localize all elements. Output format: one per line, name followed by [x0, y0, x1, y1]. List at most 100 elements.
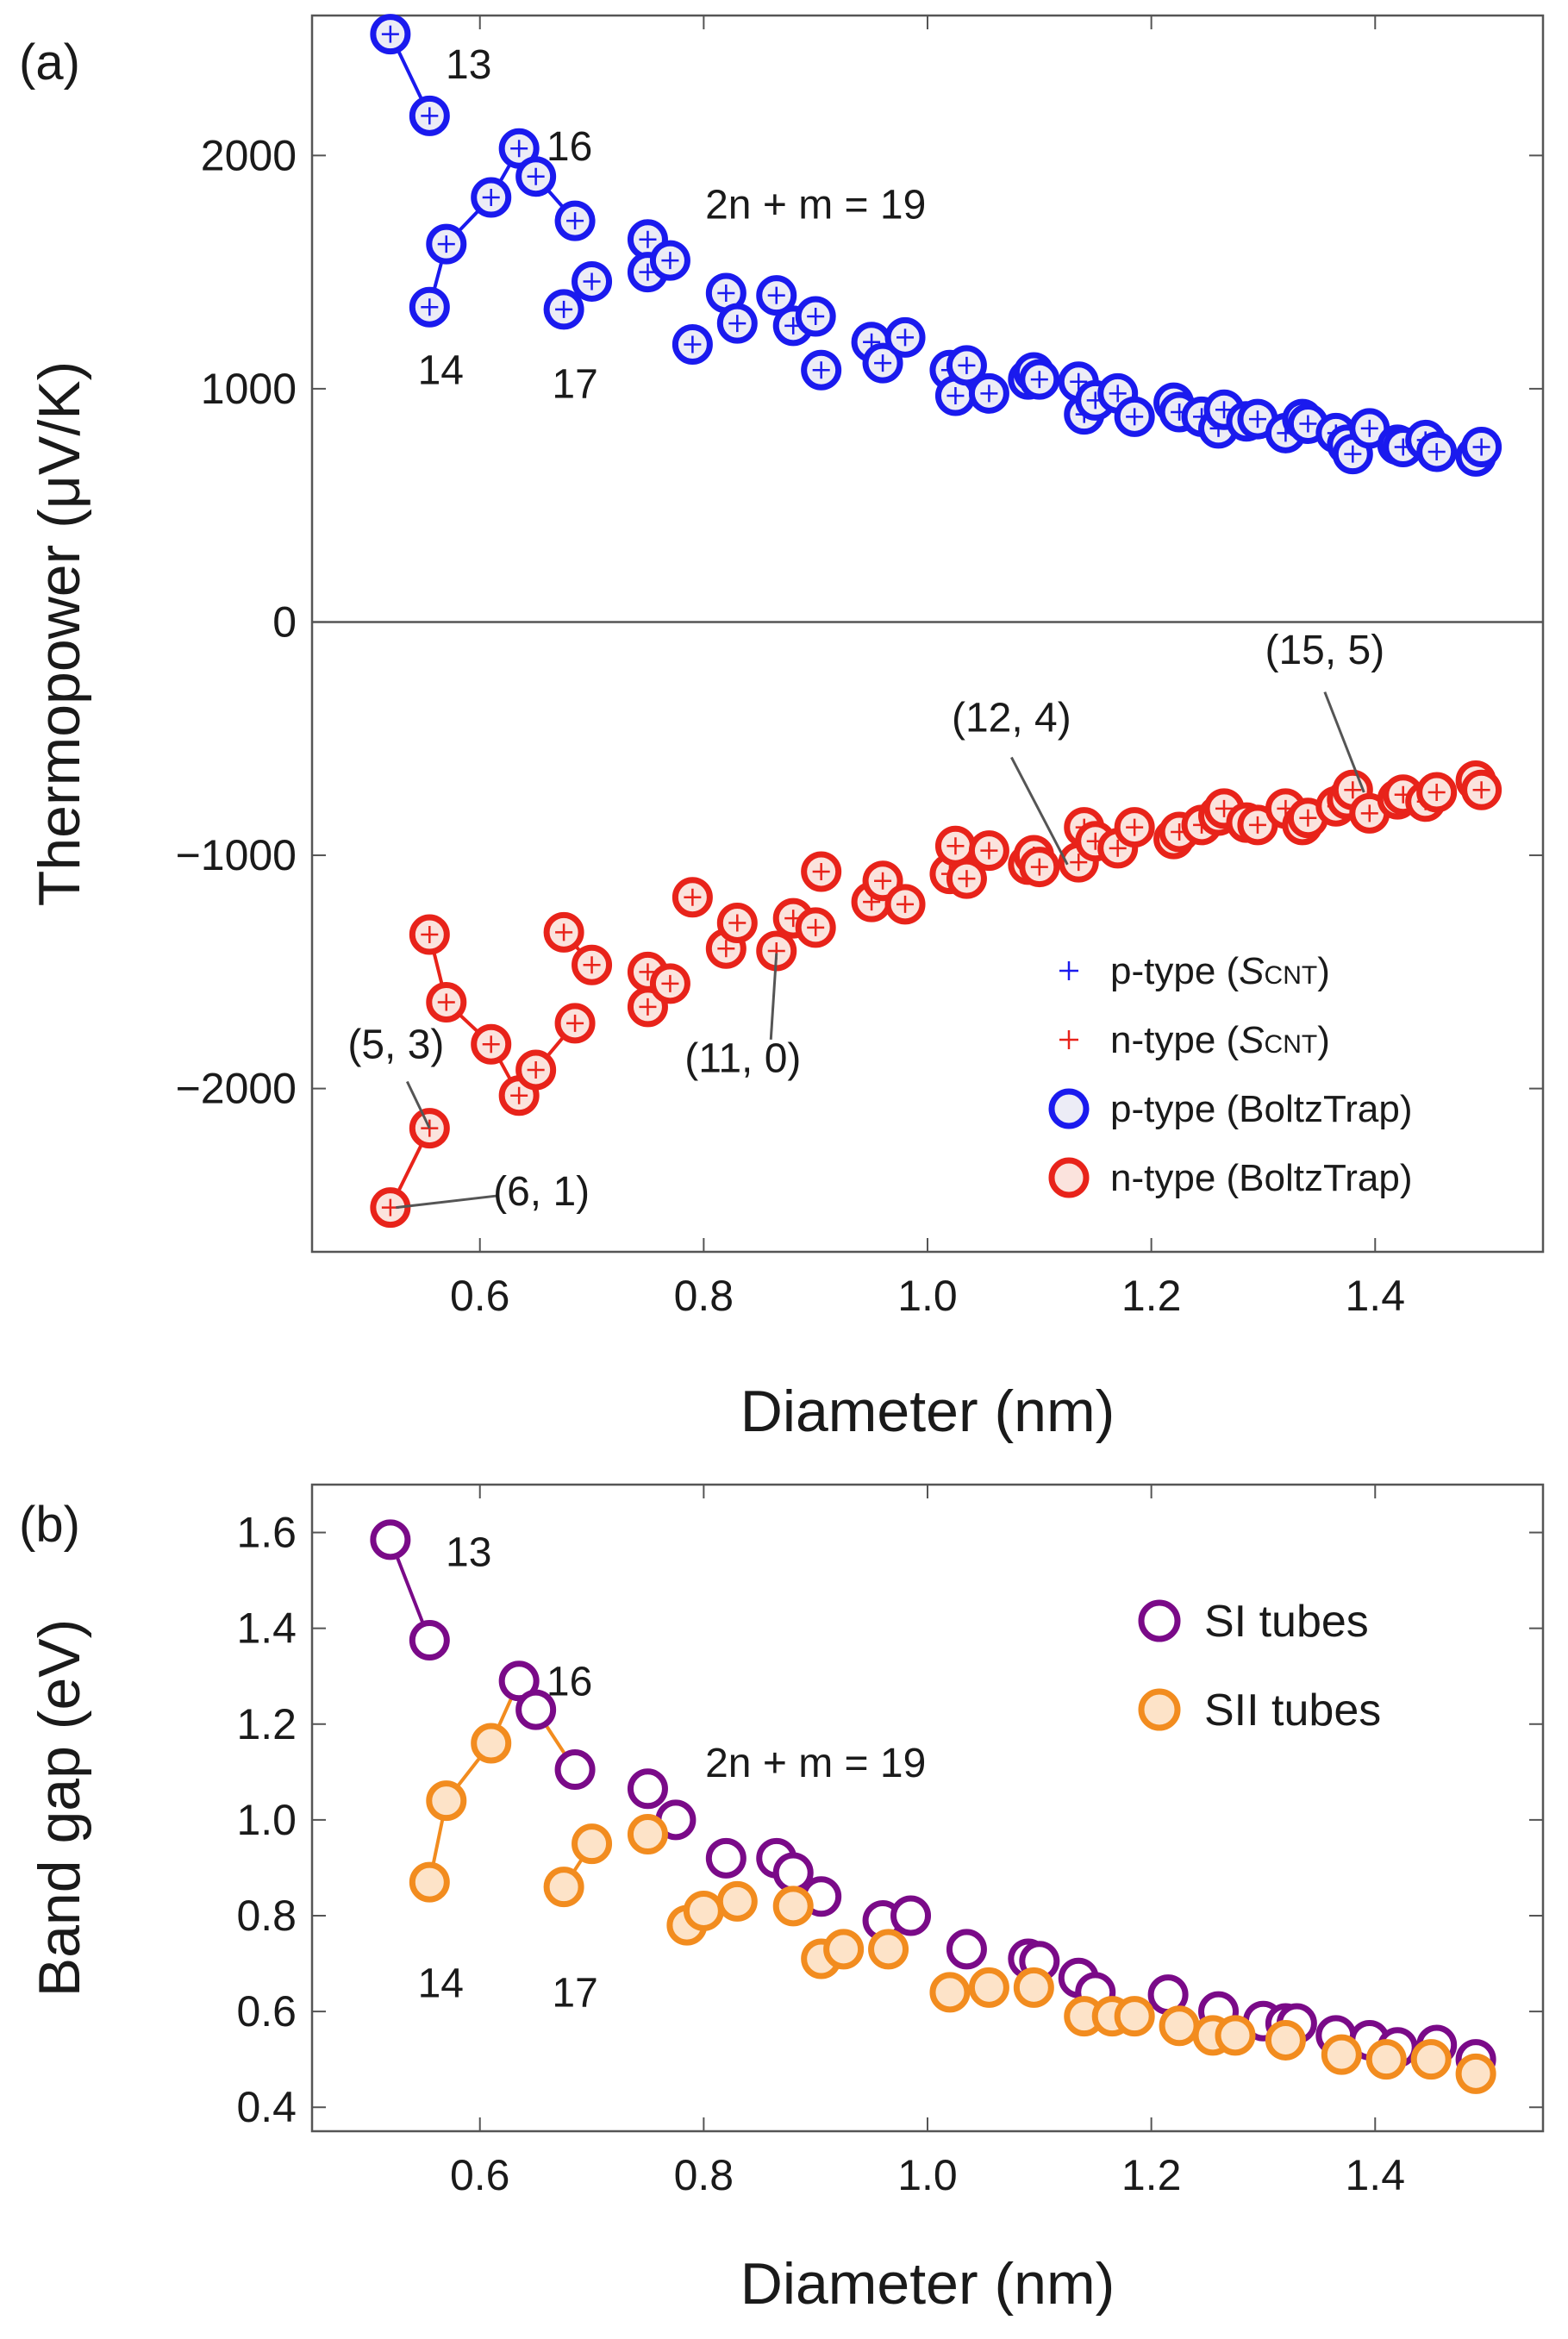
data-point-plus: [1030, 371, 1048, 389]
legend-label: p-type (SCNT): [1110, 950, 1330, 992]
data-point: [409, 1620, 450, 1661]
legend-marker-circle: [1048, 1157, 1090, 1198]
data-point-plus: [717, 940, 735, 958]
annotation: 16: [547, 1659, 592, 1704]
data-point-plus: [1360, 804, 1378, 822]
callout-leader: [1323, 691, 1365, 793]
data-point-plus: [583, 272, 601, 291]
data-point: [498, 1660, 540, 1702]
data-point: [554, 1749, 596, 1791]
x-tick-label: 1.0: [897, 1272, 958, 1320]
data-point-plus: [958, 356, 976, 374]
data-point-plus: [639, 963, 657, 981]
data-point-plus: [812, 862, 830, 880]
x-tick-label: 0.8: [674, 1272, 734, 1320]
legend-label: p-type (BoltzTrap): [1110, 1088, 1412, 1130]
data-point-plus: [1472, 438, 1490, 456]
data-point-plus: [980, 841, 998, 860]
data-point-plus: [1070, 854, 1088, 872]
y-tick-label: −2000: [176, 1065, 297, 1113]
data-point-plus: [980, 385, 998, 403]
y-axis-title: Thermopower (μV/K): [27, 361, 92, 906]
legend-label: SI tubes: [1204, 1597, 1369, 1647]
x-axis-title: Diameter (nm): [740, 1379, 1115, 1444]
data-point: [705, 1837, 747, 1879]
data-point-plus: [958, 870, 976, 888]
data-point-plus: [566, 1014, 584, 1032]
data-point-plus: [510, 1086, 528, 1104]
y-tick-label: 0.6: [236, 1987, 297, 2036]
data-point-plus: [527, 1060, 545, 1079]
callout-label: (5, 3): [347, 1022, 444, 1067]
annotation: 2n + m = 19: [705, 1741, 926, 1786]
data-point: [1365, 2039, 1407, 2080]
data-point-plus: [527, 167, 545, 185]
data-point: [1159, 2005, 1200, 2047]
data-point: [515, 1689, 557, 1730]
data-point-plus: [437, 235, 455, 253]
annotation: 14: [418, 1961, 464, 2006]
data-point-plus: [874, 354, 892, 372]
data-point-plus: [896, 895, 915, 913]
data-point-plus: [1070, 372, 1088, 391]
data-point-plus: [1126, 818, 1144, 836]
y-tick-label: 0.8: [236, 1892, 297, 1940]
data-point: [890, 1895, 932, 1936]
data-point-plus: [661, 252, 679, 270]
data-point-plus: [1215, 799, 1234, 817]
legend-label: n-type (BoltzTrap): [1110, 1157, 1412, 1199]
data-point-plus: [946, 387, 965, 405]
data-point-plus: [1126, 408, 1144, 426]
x-tick-label: 1.2: [1121, 1272, 1182, 1320]
data-point: [1321, 2034, 1362, 2075]
data-point-plus: [1109, 839, 1127, 857]
data-point-plus: [684, 888, 702, 906]
annotation: 14: [418, 347, 464, 393]
x-tick-label: 1.0: [897, 2151, 958, 2199]
data-point-plus: [381, 25, 399, 43]
y-tick-label: −1000: [176, 831, 297, 879]
data-point-plus: [639, 230, 657, 248]
y-tick-label: 0.4: [236, 2083, 297, 2131]
callout-leader: [769, 953, 778, 1040]
annotation: 13: [446, 1529, 491, 1575]
y-tick-label: 0: [272, 597, 297, 646]
legend-marker-plus: [1059, 961, 1078, 980]
data-point-plus: [1299, 809, 1317, 827]
data-point: [716, 1880, 758, 1922]
y-tick-label: 1.2: [236, 1700, 297, 1748]
legend-marker-circle: [1048, 1088, 1090, 1129]
x-tick-label: 0.6: [450, 1272, 510, 1320]
y-axis-title: Band gap (eV): [27, 1619, 92, 1998]
data-point-plus: [767, 286, 785, 304]
annotation: 13: [446, 42, 491, 88]
data-point-plus: [807, 918, 825, 936]
data-point: [572, 1823, 613, 1865]
data-point-plus: [1344, 781, 1362, 799]
y-tick-label: 2000: [201, 131, 297, 179]
data-point-plus: [566, 212, 584, 230]
thermopower-chart: 0.6 0.8 1.0 1.2 1.4 −2000 −1000 0 1000 2000 Diamet…: [27, 14, 1545, 1444]
data-point: [1013, 1967, 1054, 2008]
y-tick-label: 1.6: [236, 1509, 297, 1557]
data-point-plus: [437, 993, 455, 1011]
data-point-plus: [728, 315, 747, 333]
y-tick-label: 1.0: [236, 1796, 297, 1844]
legend-marker-circle: [1138, 1688, 1181, 1731]
data-point-plus: [1109, 385, 1127, 403]
legend-marker-circle: [1138, 1599, 1181, 1642]
annotation: 2n + m = 19: [705, 182, 926, 228]
legend-label: SII tubes: [1204, 1685, 1381, 1735]
x-axis-title: Diameter (nm): [740, 2251, 1115, 2317]
data-point-plus: [482, 1035, 500, 1054]
data-point-plus: [421, 926, 439, 944]
data-point: [929, 1972, 971, 2013]
data-point-plus: [874, 872, 892, 890]
data-point-plus: [684, 335, 702, 353]
data-point-plus: [896, 328, 915, 347]
data-point-plus: [639, 263, 657, 281]
data-point-plus: [1427, 442, 1446, 460]
data-point: [968, 1967, 1009, 2008]
data-point: [1215, 2015, 1256, 2056]
